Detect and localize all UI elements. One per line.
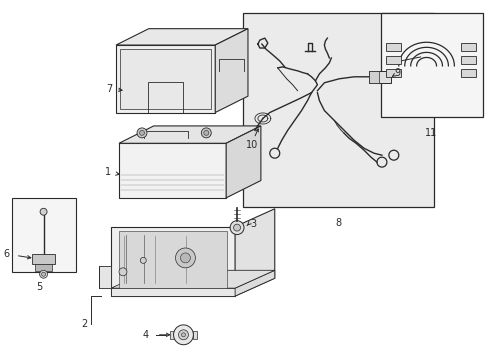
Circle shape [119,268,127,276]
Polygon shape [116,29,247,45]
Circle shape [181,333,185,337]
Bar [460,43,475,51]
Circle shape [201,128,211,138]
Circle shape [140,257,146,264]
Polygon shape [119,143,225,198]
Polygon shape [169,331,173,339]
Bar [460,56,475,64]
Polygon shape [225,126,260,198]
Text: 9: 9 [394,68,400,78]
Bar [368,71,390,83]
Polygon shape [119,126,260,143]
Circle shape [41,272,45,276]
Polygon shape [215,29,247,113]
Bar [243,13,433,207]
Polygon shape [99,266,111,288]
Polygon shape [35,264,52,271]
Polygon shape [119,231,226,288]
Circle shape [40,270,47,278]
Circle shape [230,221,244,235]
Text: 6: 6 [4,249,10,260]
Text: 5: 5 [37,282,42,292]
Polygon shape [235,270,274,296]
Text: 7: 7 [106,84,112,94]
Text: 4: 4 [142,330,148,340]
Circle shape [180,253,190,263]
Polygon shape [111,270,274,288]
Text: 10: 10 [245,140,258,150]
Circle shape [139,130,144,135]
Text: 2: 2 [81,319,87,329]
Bar [385,56,400,64]
Circle shape [173,325,193,345]
Bar [368,71,378,83]
Polygon shape [193,331,197,339]
Polygon shape [111,227,235,296]
Bar [12,198,76,272]
Text: 11: 11 [425,129,437,138]
Text: 1: 1 [105,167,111,177]
Bar [385,69,400,77]
Circle shape [203,130,208,135]
Text: 8: 8 [334,218,341,228]
Circle shape [233,224,240,231]
Bar [380,13,482,117]
Circle shape [175,248,195,268]
Polygon shape [120,49,211,109]
Circle shape [178,330,188,340]
Circle shape [40,208,47,215]
Circle shape [137,128,147,138]
Polygon shape [32,255,55,264]
Polygon shape [111,288,235,296]
Polygon shape [116,45,215,113]
Bar [460,69,475,77]
Polygon shape [235,209,274,296]
Bar [385,43,400,51]
Text: 3: 3 [249,219,256,229]
